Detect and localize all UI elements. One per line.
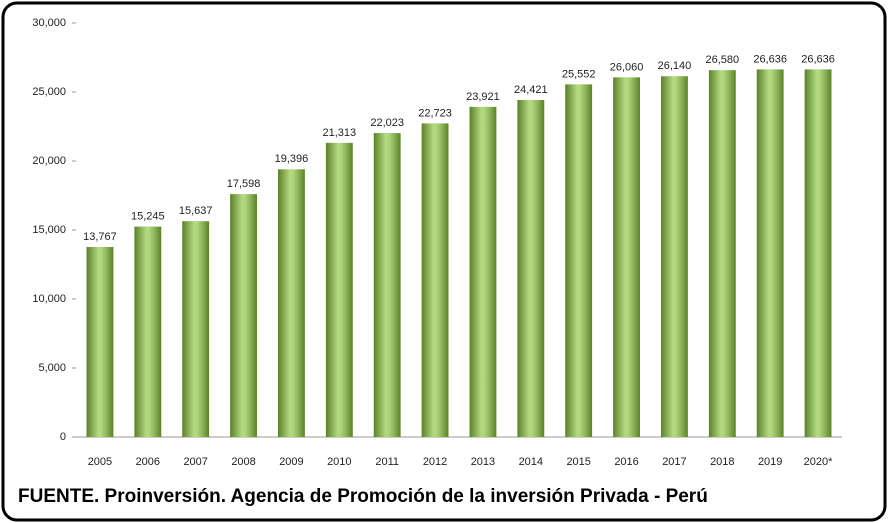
value-label: 26,636 — [753, 53, 787, 65]
bar-shine — [230, 194, 257, 437]
bar-shine — [278, 169, 305, 437]
value-label: 26,140 — [658, 60, 692, 72]
bar-shine — [134, 226, 162, 437]
value-label: 22,023 — [370, 117, 404, 129]
y-tick-label: 10,000 — [32, 293, 66, 305]
x-tick-label: 2005 — [88, 456, 112, 468]
value-label: 19,396 — [275, 153, 309, 165]
bar-shine — [565, 84, 593, 438]
bar-shine — [182, 221, 210, 437]
bar-shine — [517, 99, 545, 437]
x-tick-label: 2016 — [614, 456, 638, 468]
value-label: 15,637 — [179, 205, 213, 217]
y-tick-label: 20,000 — [32, 155, 66, 167]
bar-shine — [613, 77, 640, 437]
value-label: 22,723 — [418, 107, 452, 119]
y-tick-label: 0 — [60, 431, 66, 443]
x-tick-label: 2010 — [327, 456, 351, 468]
x-tick-label: 2007 — [183, 456, 207, 468]
value-label: 26,636 — [801, 53, 835, 65]
x-tick-label: 2012 — [423, 456, 447, 468]
x-tick-label: 2018 — [710, 456, 734, 468]
value-label: 26,580 — [705, 54, 739, 66]
x-tick-label: 2008 — [231, 456, 255, 468]
x-tick-label: 2011 — [375, 456, 399, 468]
value-label: 21,313 — [322, 127, 356, 139]
bar-shine — [661, 76, 688, 437]
x-tick-label: 2020* — [804, 456, 833, 468]
value-label: 13,767 — [83, 231, 117, 243]
bar-shine — [804, 69, 832, 437]
y-tick-label: 25,000 — [32, 86, 66, 98]
y-tick-label: 15,000 — [32, 224, 66, 236]
value-label: 15,245 — [131, 211, 165, 223]
value-label: 17,598 — [227, 178, 261, 190]
value-label: 23,921 — [466, 91, 500, 103]
x-tick-label: 2014 — [519, 456, 543, 468]
x-tick-label: 2015 — [566, 456, 590, 468]
y-tick-label: 5,000 — [38, 362, 66, 374]
bar-shine — [708, 70, 736, 438]
x-tick-label: 2009 — [279, 456, 303, 468]
y-tick-label: 30,000 — [32, 17, 66, 29]
value-label: 26,060 — [610, 61, 644, 73]
bar-shine — [86, 247, 114, 437]
bar-shine — [469, 106, 497, 437]
source-note: FUENTE. Proinversión. Agencia de Promoci… — [18, 486, 708, 507]
bar-shine — [756, 69, 784, 437]
bar-shine — [421, 123, 449, 437]
bar-shine — [373, 133, 401, 438]
value-label: 25,552 — [562, 68, 596, 80]
value-label: 24,421 — [514, 84, 548, 96]
x-tick-label: 2017 — [662, 456, 686, 468]
x-tick-label: 2006 — [136, 456, 160, 468]
x-tick-label: 2019 — [758, 456, 782, 468]
x-tick-label: 2013 — [471, 456, 495, 468]
bar-shine — [325, 142, 353, 437]
